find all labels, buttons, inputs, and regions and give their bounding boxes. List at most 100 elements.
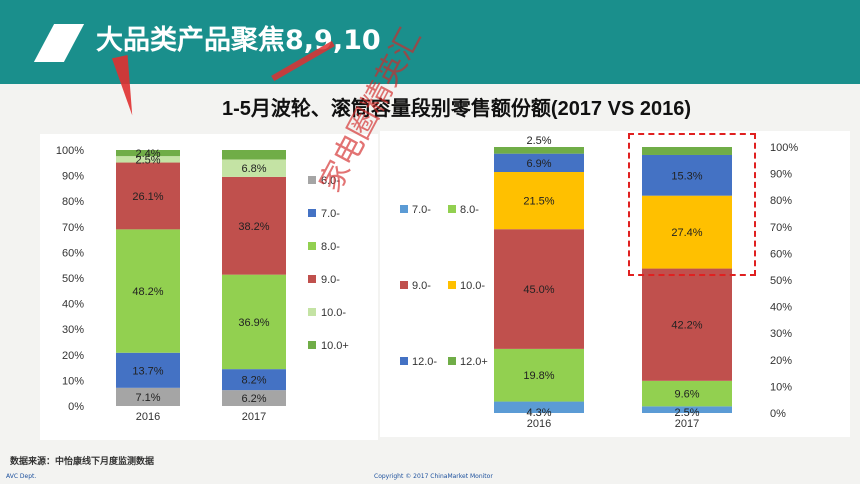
bar-segment [116,156,180,163]
bar-segment [494,147,584,154]
y-tick-label: 50% [62,273,84,285]
legend-swatch [400,281,408,289]
bar-segment [116,352,180,388]
data-label: 6.2% [241,393,266,405]
y-tick-label: 30% [770,328,792,340]
bar-segment [222,390,286,406]
y-tick-label: 40% [62,299,84,311]
washer-impeller-chart: 0% 10% 20% 30% 40% 50% 60% 70% 80% 90% 100% 7.1% 13.… [56,145,349,423]
bar-segment [642,406,732,413]
data-label: 6.8% [241,163,266,175]
data-label: 19.8% [523,370,554,382]
page-title: 大品类产品聚焦8,9,10 [96,25,381,56]
footer-copyright: Copyright © 2017 ChinaMarket Monitor [374,473,493,480]
footer-dept: AVC Dept. [6,473,37,480]
bar-segment [642,195,732,269]
legend-swatch [448,281,456,289]
legend-swatch [308,176,316,184]
data-label: 27.4% [671,227,702,239]
legend-swatch [308,242,316,250]
data-label: 7.1% [135,392,160,404]
right-chart-panel: 0% 10% 20% 30% 40% 50% 60% 70% 80% 90% 100% 4.3% 19.… [380,131,850,437]
data-label: 48.2% [132,286,163,298]
bar-segment [116,150,180,157]
highlight-box [628,133,756,276]
y-tick-label: 100% [56,145,84,157]
data-label: 36.9% [238,317,269,329]
legend-label: 12.0- [412,356,437,368]
header-bar: 大品类产品聚焦8,9,10 [0,0,860,84]
legend-label: 12.0+ [460,356,488,368]
legend-label: 6.0- [321,175,340,187]
y-tick-label: 50% [770,275,792,287]
data-source-note: 数据来源：中怡康线下月度监测数据 [10,457,155,467]
legend-label: 8.0- [460,204,479,216]
legend-swatch [448,205,456,213]
data-label: 15.3% [671,170,702,182]
bar-segment [494,153,584,173]
bar-segment [222,159,286,177]
y-tick-label: 20% [62,350,84,362]
x-category-label: 2016 [527,418,551,430]
data-label: 9.6% [674,389,699,401]
y-tick-label: 30% [62,324,84,336]
legend-label: 10.0- [460,280,485,292]
bar-segment [494,401,584,413]
y-tick-label: 90% [770,169,792,181]
y-tick-label: 80% [770,195,792,207]
bar-segment [642,147,732,155]
bar-segment [642,380,732,407]
data-label: 21.5% [523,196,554,208]
legend-label: 7.0- [412,204,431,216]
x-category-label: 2016 [136,411,160,423]
data-label: 45.0% [523,284,554,296]
y-tick-label: 10% [770,381,792,393]
data-label: 2.5% [526,135,551,147]
legend-label: 7.0- [321,208,340,220]
y-tick-label: 10% [62,375,84,387]
legend-label: 9.0- [321,274,340,286]
y-tick-label: 0% [770,408,786,420]
bar-segment [222,150,286,160]
legend-label: 8.0- [321,241,340,253]
bar-segment [494,229,584,349]
left-chart-panel: 0% 10% 20% 30% 40% 50% 60% 70% 80% 90% 100% 7.1% 13.… [40,134,378,440]
data-label: 13.7% [132,365,163,377]
legend-label: 10.0+ [321,340,349,352]
x-category-label: 2017 [675,418,699,430]
legend-swatch [448,357,456,365]
data-label: 42.2% [671,320,702,332]
bar-segment [116,162,180,230]
data-label: 2.4% [135,148,160,160]
header-slant-shape [33,24,85,62]
y-tick-label: 40% [770,302,792,314]
y-tick-label: 70% [770,222,792,234]
legend-swatch [308,308,316,316]
legend-label: 9.0- [412,280,431,292]
washer-drum-chart: 0% 10% 20% 30% 40% 50% 60% 70% 80% 90% 100% 4.3% 19.… [400,135,798,430]
legend-swatch [308,275,316,283]
bar-segment [222,176,286,275]
x-category-label: 2017 [242,411,266,423]
bar-segment [494,348,584,402]
data-label: 4.3% [526,407,551,419]
data-label: 6.9% [526,158,551,170]
bar-segment [116,387,180,406]
bar-segment [494,172,584,230]
bar-segment [642,154,732,196]
y-tick-label: 80% [62,196,84,208]
y-tick-label: 20% [770,355,792,367]
data-label: 2.5% [135,154,160,166]
bar-segment [222,274,286,370]
y-tick-label: 60% [770,248,792,260]
legend-swatch [308,341,316,349]
chart-main-title: 1-5月波轮、滚筒容量段别零售额份额(2017 VS 2016) [222,98,692,120]
y-tick-label: 100% [770,142,798,154]
y-tick-label: 0% [68,401,84,413]
data-label: 8.2% [241,375,266,387]
legend-swatch [400,205,408,213]
legend-swatch [308,209,316,217]
legend-swatch [400,357,408,365]
y-tick-label: 90% [62,171,84,183]
bar-segment [642,268,732,381]
